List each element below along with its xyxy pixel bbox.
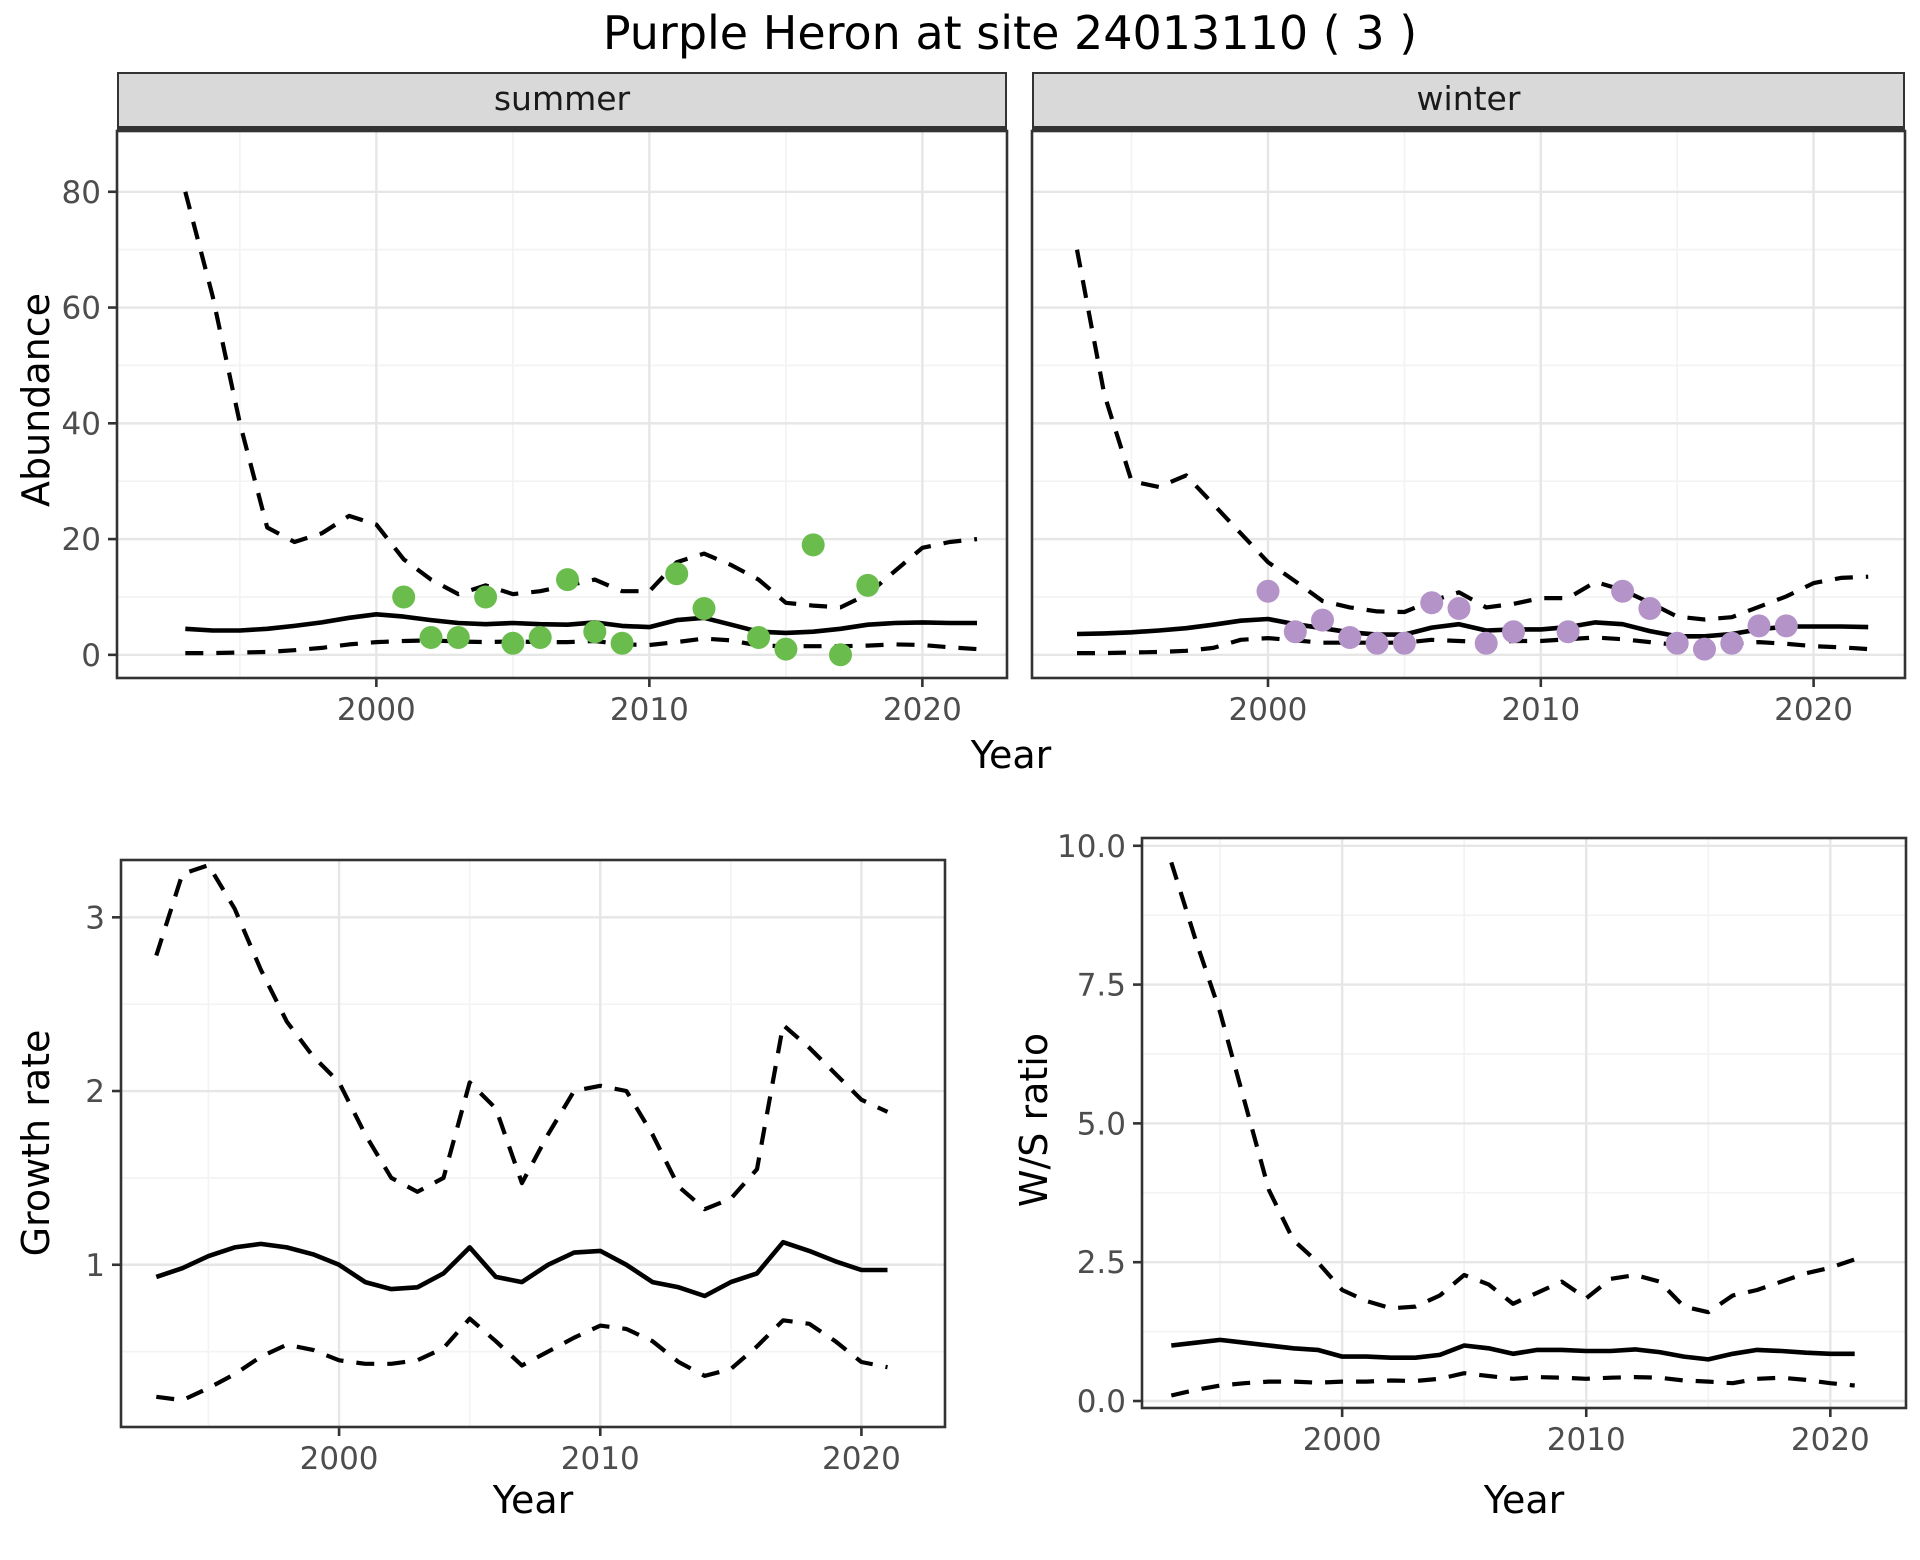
winter-counts-point <box>1638 597 1662 620</box>
x-axis-title-year-ws: Year <box>1483 1478 1565 1522</box>
y-tick-label: 1 <box>85 1248 105 1284</box>
panel-abundance-winter: 2000 2010 2020 <box>1030 129 1907 728</box>
winter-counts-point <box>1720 631 1744 655</box>
y-tick-label: 20 <box>62 522 101 558</box>
x-tick-label: 2020 <box>822 1441 901 1477</box>
x-tick-label: 2000 <box>1303 1422 1382 1458</box>
facet-strip-winter: winter <box>1032 72 1905 131</box>
summer-counts-point <box>829 643 852 667</box>
growth-rate-median-line <box>155 1239 888 1299</box>
y-tick-label: 0.0 <box>1077 1384 1126 1420</box>
panel-border <box>115 129 1009 680</box>
summer-counts-point <box>747 626 771 649</box>
panel-abundance-summer: 2000 2010 2020 0 20 40 60 80 <box>62 129 1009 728</box>
summer-counts-point <box>692 597 716 620</box>
x-tick-label: 2000 <box>337 692 416 728</box>
summer-counts-point <box>665 562 689 586</box>
y-tick-label: 7.5 <box>1077 968 1126 1004</box>
winter-counts-point <box>1338 626 1362 649</box>
panel-background <box>121 860 945 1427</box>
growth-rate-upper-ci-line <box>154 863 889 1212</box>
panel-background <box>117 131 1007 678</box>
winter-counts-point <box>1392 631 1416 655</box>
y-tick-label: 5.0 <box>1077 1106 1126 1142</box>
winter-counts-point <box>1365 631 1389 655</box>
panel-border <box>119 858 947 1429</box>
winter-counts-point <box>1256 579 1280 603</box>
y-tick-label: 2.5 <box>1077 1245 1126 1281</box>
summer-counts-point <box>610 631 634 655</box>
ws-ratio-lower-ci-line <box>1170 1371 1855 1398</box>
facet-strip-summer: summer <box>117 72 1007 131</box>
winter-counts-point <box>1420 591 1444 615</box>
abundance-summer-median-line <box>185 611 977 636</box>
x-tick-label: 2000 <box>300 1441 379 1477</box>
panel-ws-ratio: 2000 2010 2020 0.0 2.5 5.0 7.5 10.0 <box>1057 829 1908 1458</box>
winter-counts-point <box>1774 614 1798 638</box>
summer-counts-point <box>801 533 825 557</box>
summer-counts-point <box>474 585 498 609</box>
winter-counts-point <box>1502 620 1525 644</box>
y-tick-label: 2 <box>85 1074 105 1110</box>
abundance-summer-upper-ci-line <box>183 191 978 610</box>
x-tick-label: 2020 <box>1774 692 1853 728</box>
y-tick-label: 3 <box>85 900 105 936</box>
x-axis-title-year-top: Year <box>970 733 1052 777</box>
x-tick-label: 2000 <box>1229 692 1308 728</box>
y-tick-label: 0 <box>81 638 101 674</box>
winter-counts-point <box>1447 597 1471 620</box>
winter-counts-point <box>1611 579 1635 603</box>
summer-counts-point <box>419 626 443 649</box>
winter-counts-point <box>1556 620 1580 644</box>
panel-background <box>1032 131 1905 678</box>
winter-counts-point <box>1747 614 1771 638</box>
x-tick-label: 2010 <box>561 1441 640 1477</box>
x-axis-title-year-growth: Year <box>492 1478 574 1522</box>
summer-counts-point <box>583 620 607 644</box>
ws-ratio-upper-ci-line <box>1169 861 1856 1315</box>
y-tick-label: 80 <box>62 175 101 211</box>
x-tick-label: 2010 <box>1547 1422 1626 1458</box>
summer-counts-point <box>856 573 880 597</box>
summer-counts-point <box>392 585 416 609</box>
summer-counts-point <box>501 631 525 655</box>
panel-growth-rate: 2000 2010 2020 1 2 3 <box>85 858 947 1477</box>
x-tick-label: 2020 <box>883 692 962 728</box>
winter-counts-point <box>1474 631 1498 655</box>
y-tick-label: 40 <box>62 406 101 442</box>
y-tick-label: 10.0 <box>1057 829 1126 865</box>
summer-counts-point <box>774 637 798 661</box>
summer-counts-point <box>528 626 552 649</box>
winter-counts-point <box>1283 620 1307 644</box>
x-tick-label: 2020 <box>1791 1422 1870 1458</box>
winter-counts-point <box>1665 631 1689 655</box>
panel-border <box>1030 129 1907 680</box>
y-tick-label: 60 <box>62 291 101 327</box>
growth-rate-lower-ci-line <box>156 1316 888 1403</box>
x-tick-label: 2010 <box>1501 692 1580 728</box>
x-tick-label: 2010 <box>610 692 689 728</box>
winter-counts-point <box>1311 608 1334 632</box>
ws-ratio-median-line <box>1171 1337 1855 1362</box>
winter-counts-point <box>1693 637 1716 661</box>
summer-counts-point <box>556 568 579 592</box>
chart-title: Purple Heron at site 24013110 ( 3 ) <box>602 6 1418 60</box>
summer-counts-point <box>446 626 470 649</box>
